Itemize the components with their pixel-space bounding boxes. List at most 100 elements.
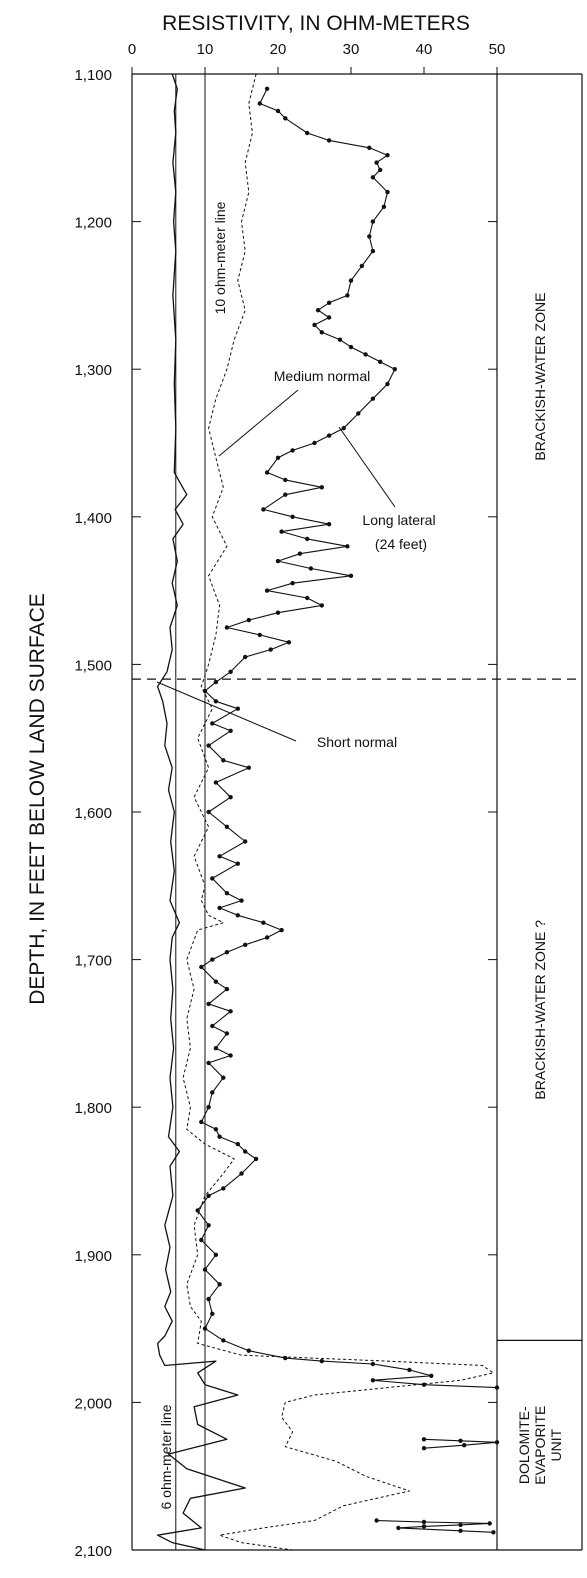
data-point <box>283 1355 288 1361</box>
data-point <box>290 448 295 453</box>
data-point <box>235 861 240 866</box>
zone-label-dolomite-evaporite-unit-line-1: EVAPORITE <box>532 1406 548 1485</box>
leader-short-normal <box>156 681 297 742</box>
data-point <box>206 1193 211 1199</box>
data-point <box>239 898 244 903</box>
data-point <box>264 588 270 593</box>
label-long-lateral-spacing: (24 feet) <box>375 536 427 552</box>
data-point <box>392 367 397 372</box>
data-point <box>462 1443 467 1448</box>
data-point <box>210 721 215 726</box>
data-point <box>213 1252 219 1258</box>
data-point <box>243 942 248 947</box>
data-point <box>228 1053 233 1058</box>
y-tick-label: 1,600 <box>74 805 112 822</box>
series-line-long-lateral-24-feet-segment-3 <box>376 1519 494 1533</box>
data-point <box>283 492 288 497</box>
data-point <box>228 728 233 733</box>
data-point <box>221 1186 226 1191</box>
zone-label-brackish-water-zone-line-0: BRACKISH-WATER ZONE <box>532 293 548 461</box>
data-point <box>326 315 332 320</box>
data-point <box>213 1046 219 1051</box>
data-point <box>312 322 317 328</box>
data-point <box>224 625 230 630</box>
data-point <box>370 175 376 180</box>
data-point <box>221 1338 226 1343</box>
x-tick-label: 40 <box>416 41 433 58</box>
data-point <box>286 640 292 645</box>
data-point <box>494 1385 500 1390</box>
data-point <box>202 688 208 694</box>
data-point <box>348 278 354 283</box>
data-point <box>210 1311 215 1317</box>
data-point <box>312 440 317 446</box>
x-tick-label: 50 <box>489 41 506 58</box>
data-point <box>385 381 390 387</box>
label-medium-normal: Medium normal <box>274 368 370 384</box>
data-point <box>367 234 372 239</box>
data-point <box>279 927 284 933</box>
series-line-medium-normal <box>182 73 494 1551</box>
data-point <box>385 189 390 195</box>
data-point <box>221 1075 226 1080</box>
data-point <box>268 647 273 652</box>
data-point <box>224 824 230 829</box>
data-point <box>421 1382 427 1387</box>
data-point <box>202 1267 208 1272</box>
y-axis-title: DEPTH, IN FEET BELOW LAND SURFACE <box>26 593 49 1005</box>
annotations: 10 ohm-meter line 6 ohm-meter line Mediu… <box>156 201 436 1510</box>
data-point <box>264 86 270 92</box>
data-point <box>319 603 324 608</box>
data-point <box>363 352 368 357</box>
data-point <box>319 330 324 335</box>
series-long-lateral-24-feet-segment-3 <box>374 1518 496 1535</box>
leader-long-lateral <box>338 426 396 508</box>
data-point <box>356 411 361 416</box>
data-point <box>305 536 310 542</box>
data-point <box>206 809 211 815</box>
data-point <box>421 1524 427 1529</box>
data-point <box>279 529 284 534</box>
data-point <box>275 610 281 615</box>
data-point <box>367 145 372 150</box>
data-point <box>228 1009 233 1014</box>
series-long-lateral-24-feet-segment-2 <box>421 1437 500 1451</box>
data-point <box>235 913 240 918</box>
data-point <box>206 1105 211 1110</box>
data-point <box>206 1060 211 1066</box>
data-point <box>243 1149 248 1154</box>
y-tick-label: 1,900 <box>74 1248 112 1265</box>
data-point <box>202 1326 208 1331</box>
data-point <box>396 1525 401 1531</box>
zone-label-dolomite-evaporite-unit-line-0: DOLOMITE- <box>516 1406 532 1484</box>
data-point <box>370 396 376 401</box>
data-point <box>421 1446 427 1451</box>
data-point <box>319 485 324 490</box>
data-point <box>221 758 226 763</box>
data-point <box>264 470 270 475</box>
data-point <box>458 1438 463 1444</box>
label-10-ohm-meter-line: 10 ohm-meter line <box>212 201 228 314</box>
data-point <box>235 1141 240 1147</box>
data-point <box>319 1358 324 1364</box>
data-point <box>213 679 219 685</box>
data-point <box>199 1237 204 1243</box>
y-tick-label: 2,000 <box>74 1395 112 1412</box>
data-point <box>243 839 248 844</box>
x-axis-title: RESISTIVITY, IN OHM-METERS <box>162 12 470 35</box>
data-point <box>224 891 230 896</box>
data-point <box>290 581 295 586</box>
data-point <box>290 514 295 519</box>
data-point <box>283 477 288 483</box>
data-point <box>458 1522 463 1528</box>
data-point <box>217 1282 222 1287</box>
data-point <box>246 765 251 770</box>
data-point <box>407 1367 412 1373</box>
data-point <box>224 1031 230 1036</box>
data-point <box>235 706 240 711</box>
data-point <box>421 1519 427 1525</box>
data-point <box>378 359 383 364</box>
data-point <box>458 1528 463 1534</box>
data-point <box>326 522 332 527</box>
data-point <box>213 780 219 785</box>
